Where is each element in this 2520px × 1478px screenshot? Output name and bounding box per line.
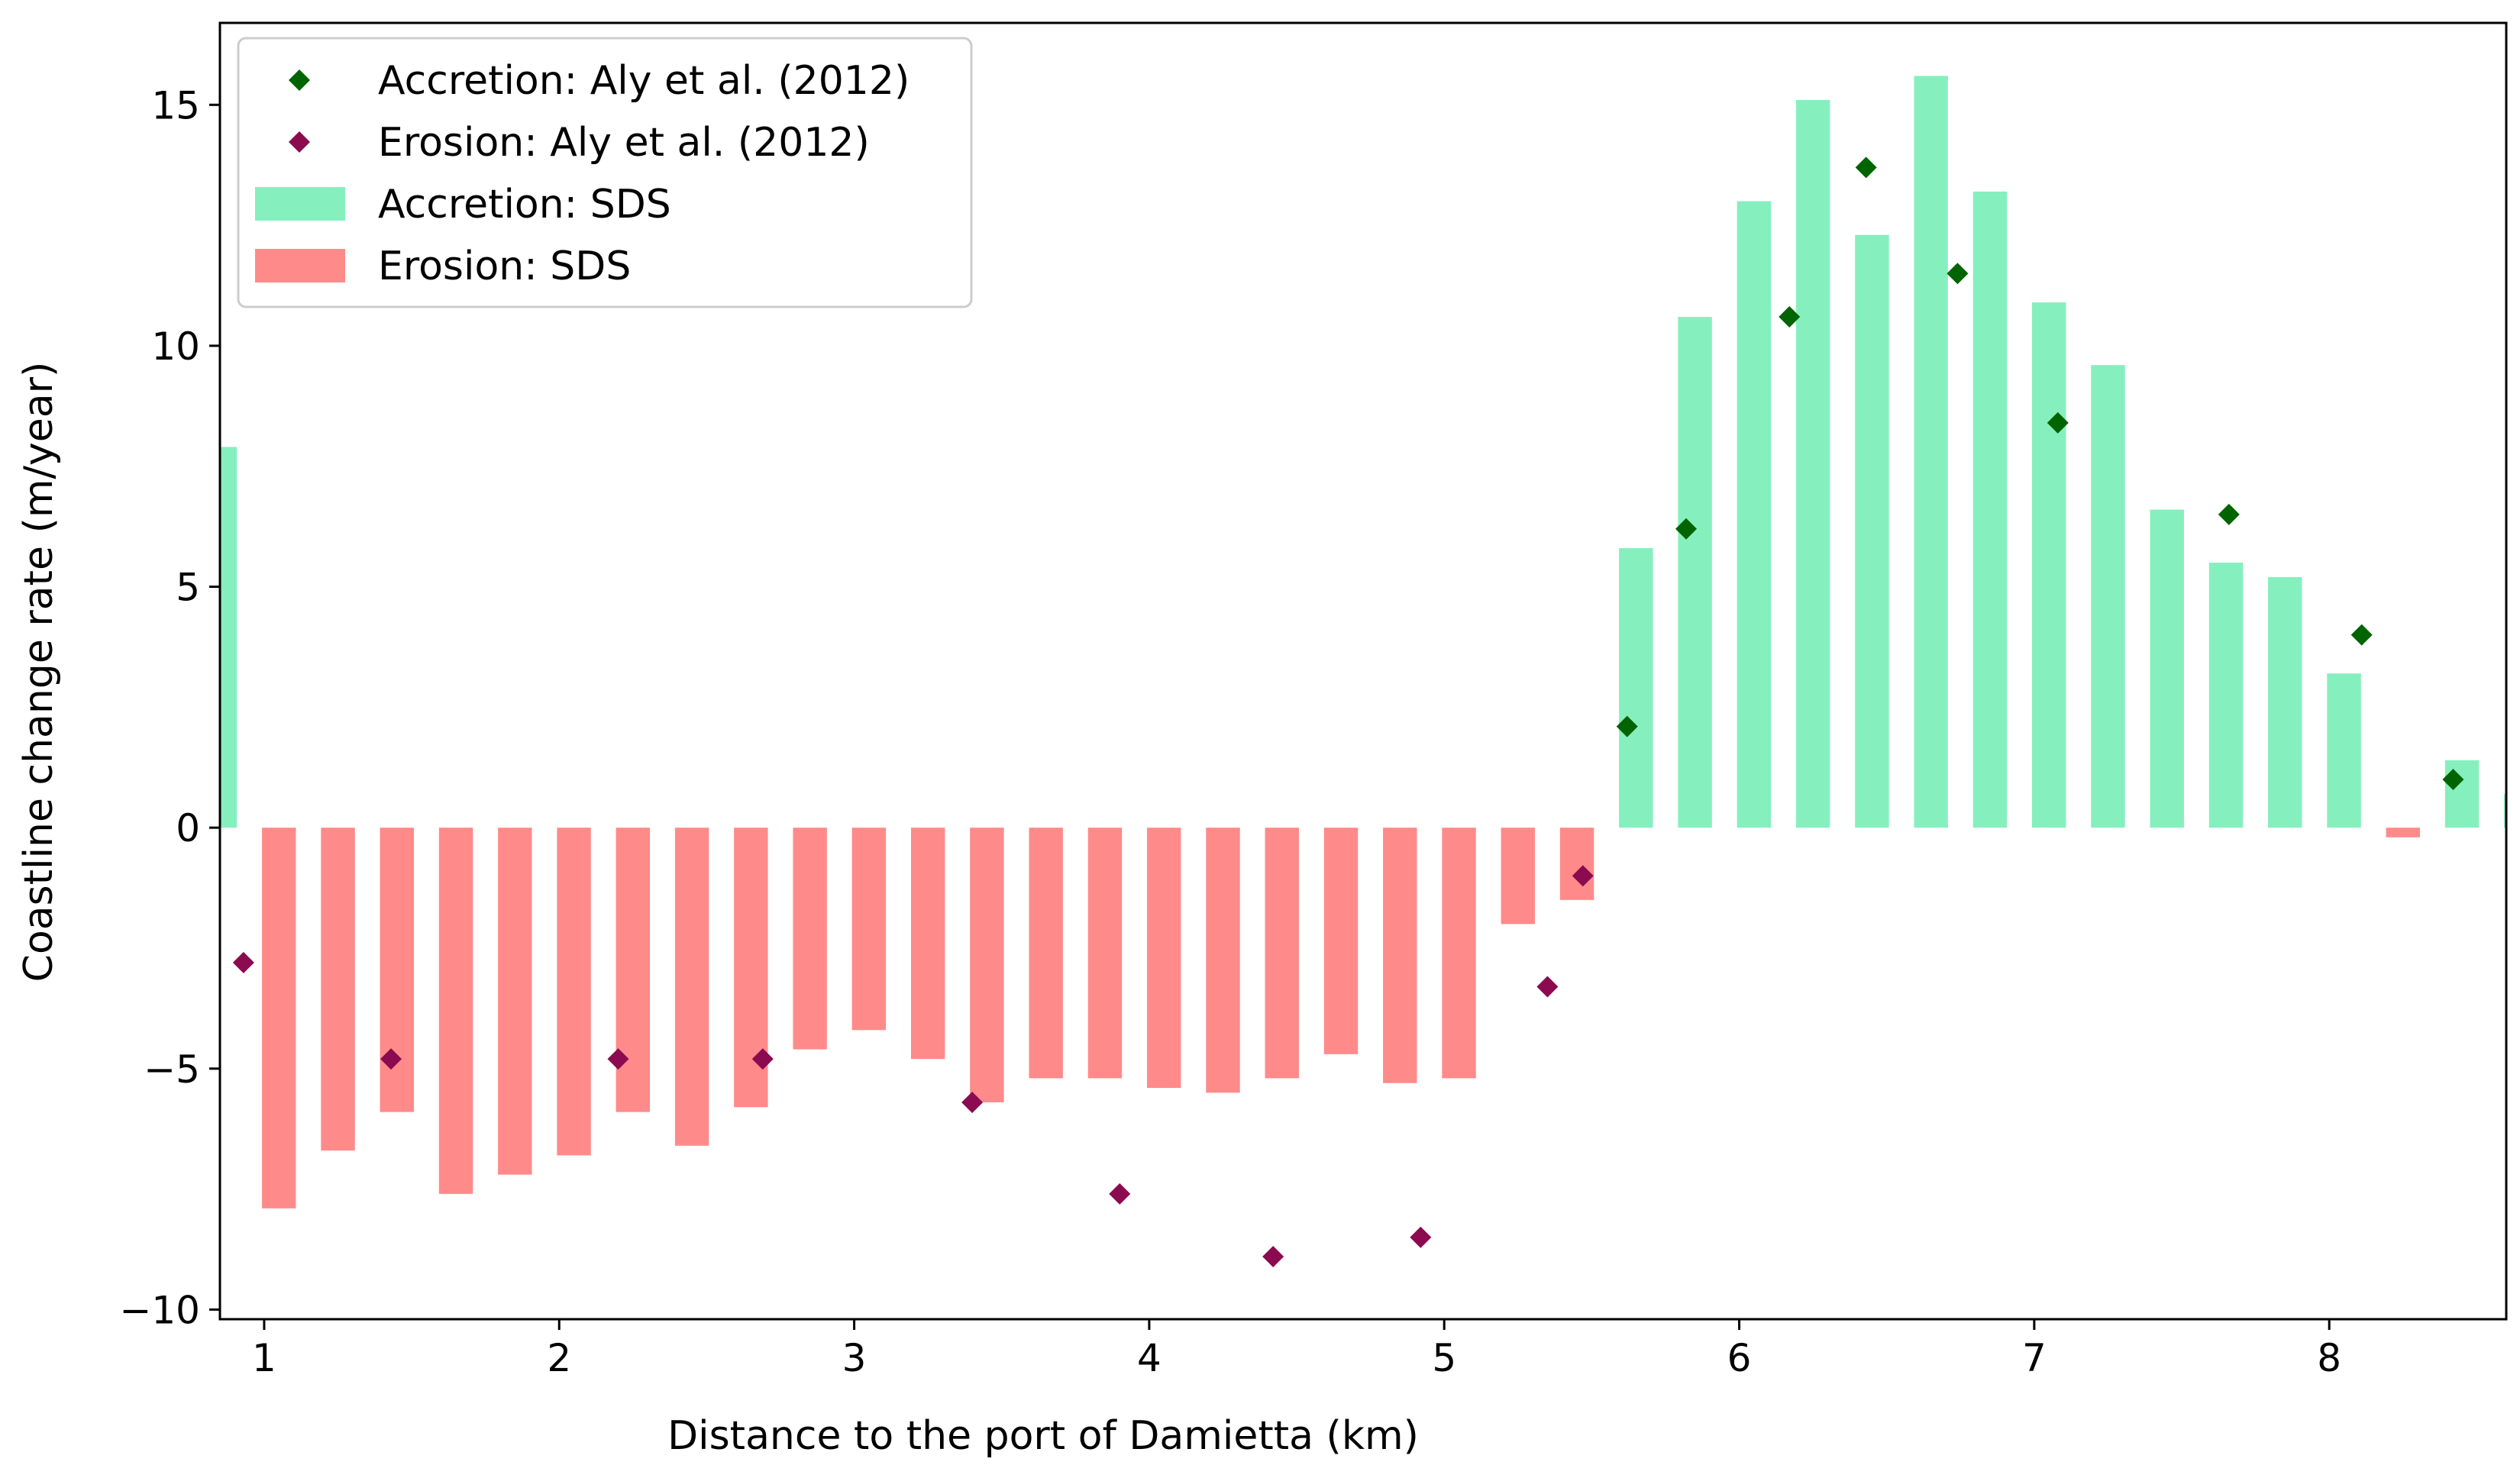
erosion-sds-bar <box>793 828 827 1050</box>
erosion-sds-bar <box>1147 828 1181 1089</box>
erosion-sds-bar <box>262 828 296 1209</box>
x-tick-label: 4 <box>1137 1336 1161 1380</box>
accretion-aly-point <box>1779 306 1801 328</box>
erosion-aly-point <box>961 1091 984 1113</box>
erosion-sds-bar <box>851 828 887 1031</box>
y-tick-label: 10 <box>151 324 200 369</box>
legend-label-ero_pts: Erosion: Aly et al. (2012) <box>378 120 870 166</box>
erosion-sds-bar <box>557 828 591 1156</box>
erosion-sds-bar <box>438 828 473 1194</box>
erosion-aly-point <box>1262 1245 1284 1267</box>
accretion-sds-bar <box>2327 673 2361 828</box>
erosion-sds-bar <box>1087 828 1123 1079</box>
x-tick-label: 6 <box>1727 1336 1752 1380</box>
erosion-sds-bar <box>1029 828 1063 1079</box>
plot-frame <box>218 21 2508 1321</box>
y-tick-label: 15 <box>151 83 200 127</box>
legend-label-acc_pts: Accretion: Aly et al. (2012) <box>378 58 909 104</box>
accretion-aly-point <box>2350 624 2373 646</box>
accretion-aly-point <box>2218 503 2240 525</box>
erosion-sds-bar <box>1383 828 1417 1083</box>
accretion-sds-bar <box>1737 201 1772 828</box>
erosion-aly-point <box>751 1048 774 1070</box>
erosion-sds-bar <box>910 828 945 1060</box>
y-tick-label: −10 <box>119 1288 200 1332</box>
accretion-sds-bar <box>1619 548 1653 828</box>
accretion-aly-point <box>2442 769 2464 791</box>
legend-marker-ero_pts <box>289 131 310 153</box>
legend-label-ero_bars: Erosion: SDS <box>378 244 631 289</box>
legend-marker-acc_pts <box>289 69 310 91</box>
x-tick-label: 7 <box>2022 1336 2047 1380</box>
accretion-sds-bar <box>2031 302 2066 828</box>
erosion-aly-point <box>1109 1183 1131 1205</box>
erosion-sds-bar <box>970 828 1004 1102</box>
erosion-sds-bar <box>2386 828 2421 837</box>
x-tick-label: 3 <box>842 1336 867 1380</box>
y-tick-label: −5 <box>144 1047 200 1092</box>
axes-layer: 1 2 3 4 5 6 7 8 −10 −5 0 5 10 15 <box>119 21 2508 1380</box>
erosion-aly-point <box>1536 976 1559 998</box>
erosion-sds-bar <box>1206 828 1240 1093</box>
accretion-sds-bar <box>1678 317 1712 828</box>
x-tick-label: 1 <box>252 1336 276 1380</box>
accretion-sds-bar <box>2150 509 2184 828</box>
accretion-sds-bar <box>2268 576 2302 828</box>
erosion-sds-bar <box>498 828 532 1175</box>
bars-layer <box>220 76 2506 1209</box>
x-axis-label: Distance to the port of Damietta (km) <box>667 1413 1419 1459</box>
accretion-aly-point <box>1675 518 1698 540</box>
accretion-aly-point <box>1855 157 1877 179</box>
accretion-aly-point <box>1616 715 1638 737</box>
legend-swatch-acc_bars <box>255 187 345 221</box>
erosion-sds-bar <box>1559 828 1594 900</box>
points-layer <box>232 157 2464 1267</box>
erosion-aly-point <box>607 1048 629 1070</box>
erosion-sds-bar <box>1501 828 1536 925</box>
erosion-aly-point <box>232 951 254 973</box>
legend-label-acc_bars: Accretion: SDS <box>378 182 671 228</box>
accretion-sds-bar <box>1795 99 1830 828</box>
accretion-sds-bar <box>1972 191 2008 828</box>
erosion-aly-point <box>1410 1226 1432 1248</box>
legend-box <box>237 37 973 308</box>
accretion-sds-bar <box>1914 76 1948 828</box>
x-tick-label: 8 <box>2317 1336 2341 1380</box>
erosion-aly-point <box>380 1048 402 1070</box>
erosion-sds-bar <box>615 828 651 1112</box>
erosion-sds-bar <box>1323 828 1359 1054</box>
legend: Accretion: Aly et al. (2012) Erosion: Aly… <box>237 37 973 308</box>
erosion-sds-bar <box>380 828 415 1112</box>
legend-swatch-ero_bars <box>255 249 345 282</box>
accretion-aly-point <box>1947 263 1969 285</box>
erosion-sds-bar <box>1265 828 1299 1079</box>
accretion-aly-point <box>2047 411 2069 434</box>
x-tick-label: 2 <box>547 1336 571 1380</box>
y-tick-label: 0 <box>176 806 200 850</box>
erosion-sds-bar <box>674 828 709 1146</box>
accretion-sds-bar <box>220 447 237 828</box>
y-axis-label: Coastline change rate (m/year) <box>16 362 62 983</box>
x-tick-label: 5 <box>1432 1336 1456 1380</box>
accretion-sds-bar <box>2208 562 2244 828</box>
erosion-sds-bar <box>1442 828 1476 1079</box>
erosion-aly-point <box>1572 865 1594 887</box>
erosion-sds-bar <box>321 828 355 1151</box>
accretion-sds-bar <box>2444 760 2480 828</box>
y-tick-label: 5 <box>176 566 200 610</box>
accretion-sds-bar <box>2091 365 2125 828</box>
accretion-sds-bar <box>1855 234 1889 828</box>
